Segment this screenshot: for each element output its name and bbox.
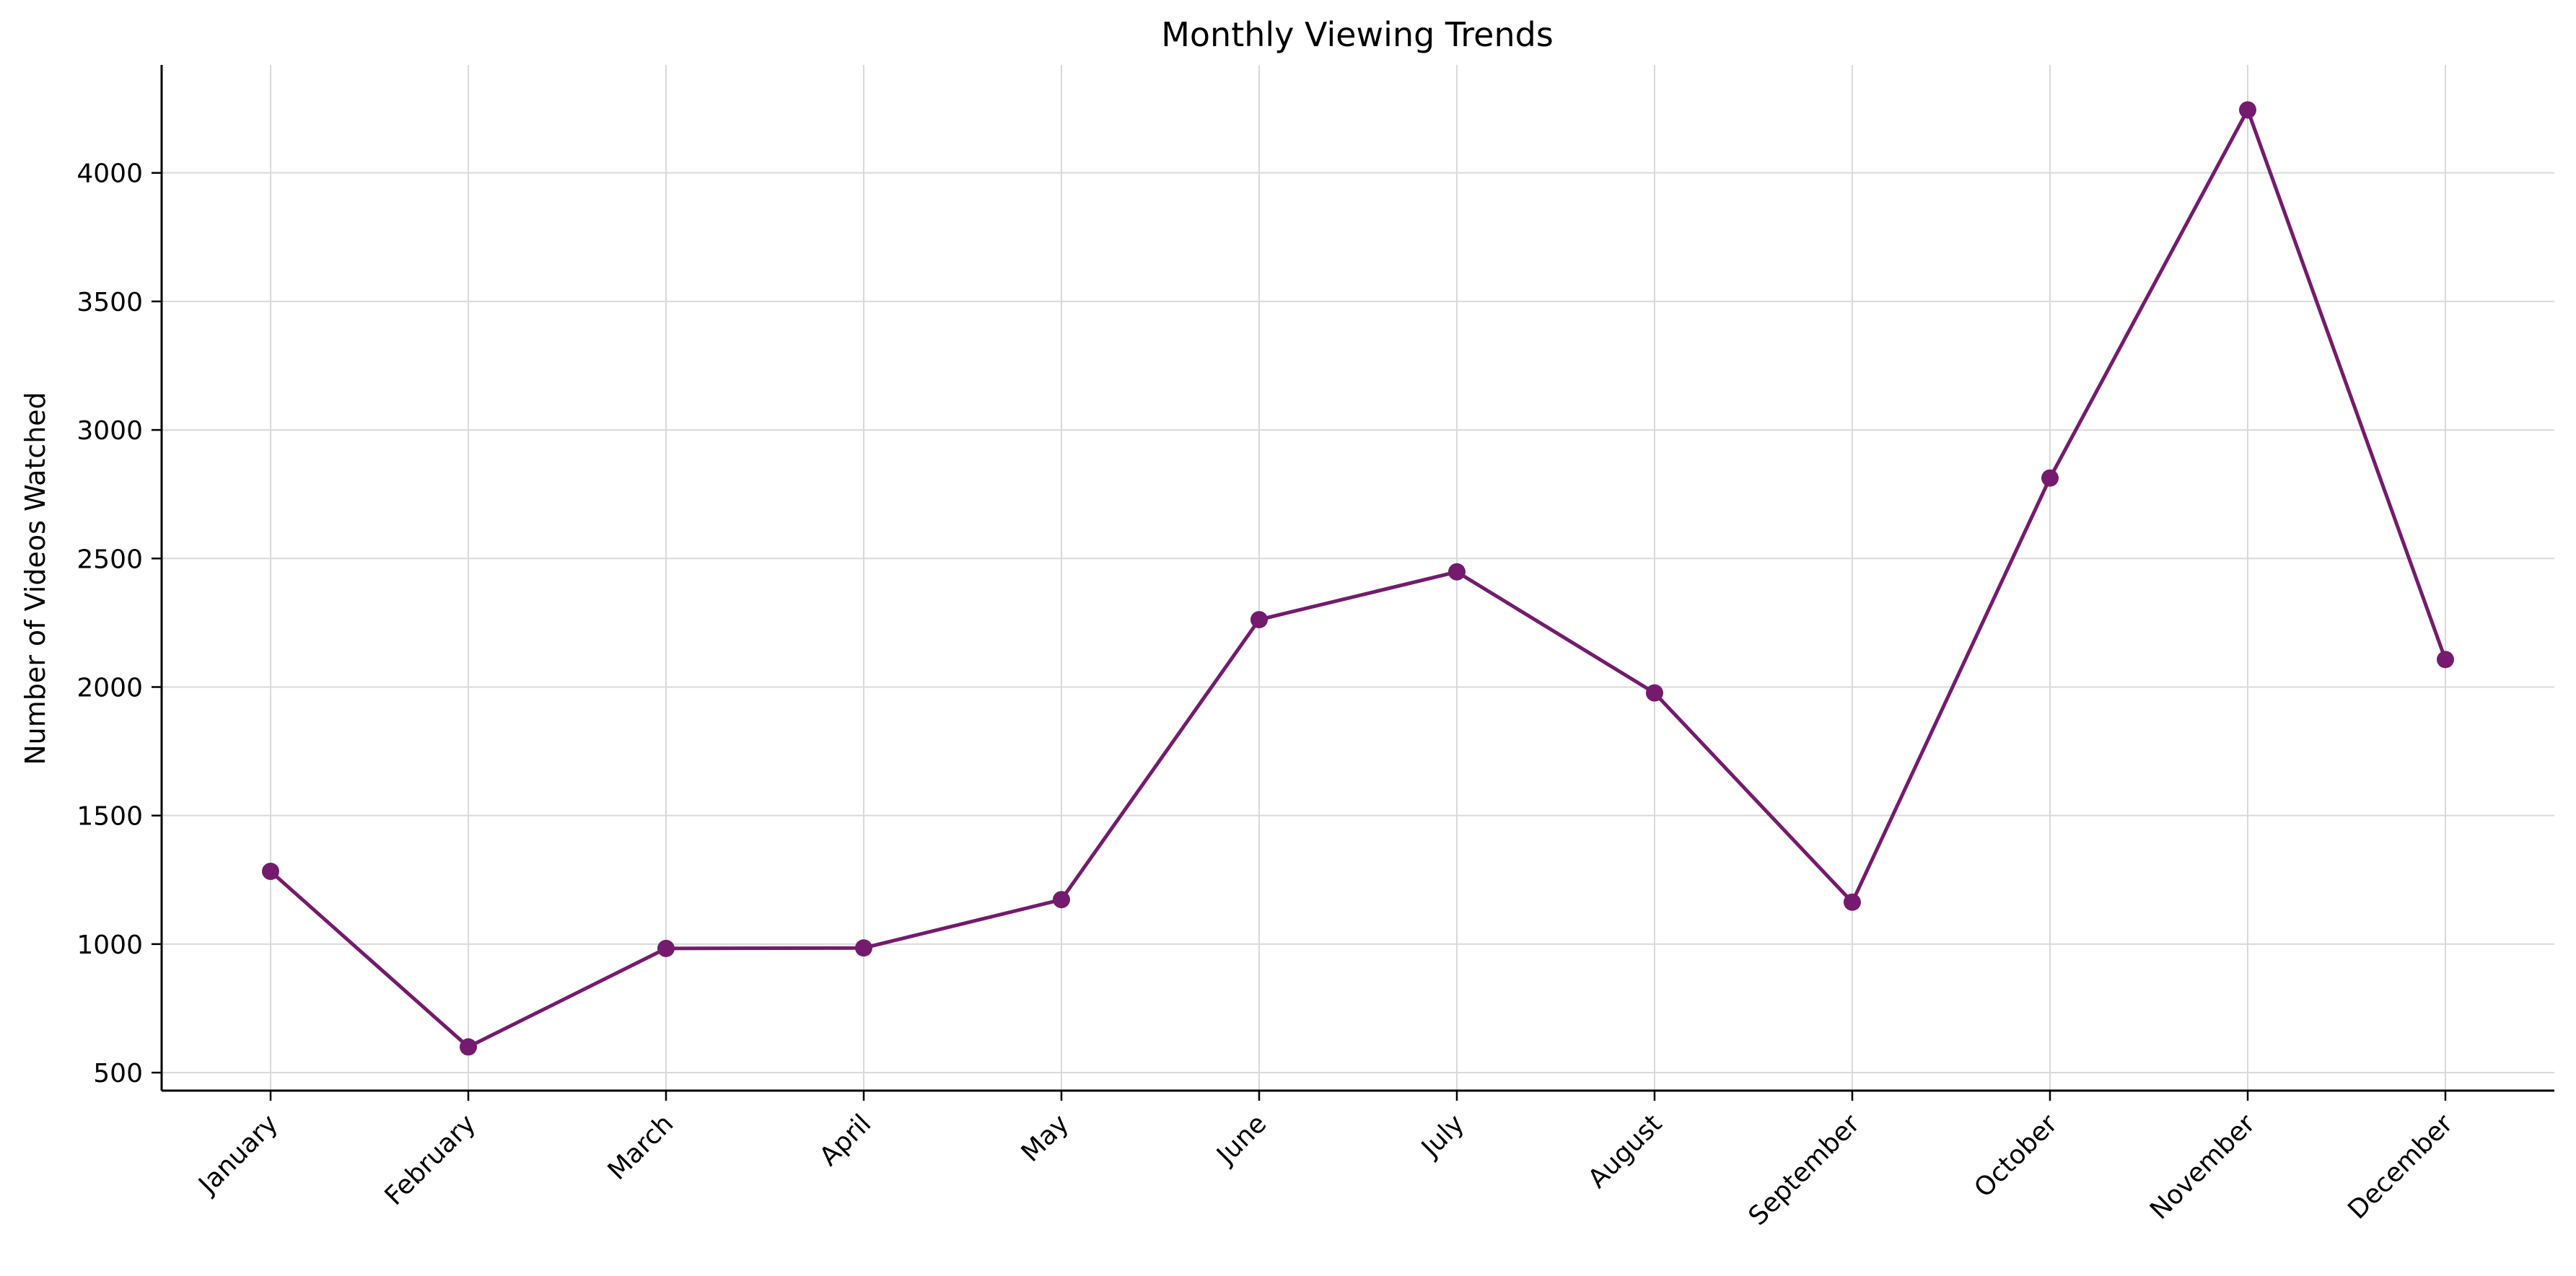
x-tick-label: December <box>2342 1109 2458 1225</box>
x-tick-label: February <box>380 1109 482 1211</box>
x-tick-label: May <box>1016 1109 1075 1168</box>
data-point <box>1646 684 1663 702</box>
x-ticks: January February March April May June July Augu… <box>192 1091 2458 1231</box>
y-axis-label: Number of Videos Watched <box>19 392 51 765</box>
x-tick-label: March <box>603 1109 680 1186</box>
data-point <box>1250 611 1268 629</box>
y-ticks: 500 1000 1500 2000 2500 3000 3500 4000 <box>76 159 162 1088</box>
x-tick-label: July <box>1415 1109 1470 1163</box>
data-point <box>1844 893 1861 911</box>
grid <box>162 65 2554 1091</box>
y-tick-label: 4000 <box>76 159 143 189</box>
data-point <box>460 1038 477 1056</box>
y-tick-label: 1000 <box>76 930 143 960</box>
data-point <box>262 862 279 880</box>
x-tick-label: June <box>1211 1109 1273 1171</box>
y-tick-label: 3500 <box>76 288 143 317</box>
data-point <box>2041 469 2059 487</box>
axes <box>160 65 2554 1092</box>
series-line <box>269 107 2448 1049</box>
y-tick-label: 2500 <box>76 545 143 574</box>
x-tick-label: April <box>814 1109 877 1171</box>
data-point <box>1448 563 1466 581</box>
data-point <box>657 939 675 957</box>
data-point <box>1053 891 1070 909</box>
x-tick-label: August <box>1582 1109 1668 1194</box>
x-tick-label: September <box>1743 1109 1866 1231</box>
series <box>262 101 2454 1056</box>
x-tick-label: October <box>1968 1109 2063 1203</box>
y-tick-label: 2000 <box>76 673 143 703</box>
y-tick-label: 500 <box>93 1059 143 1088</box>
chart-title: Monthly Viewing Trends <box>1161 15 1554 54</box>
x-tick-label: November <box>2145 1109 2261 1226</box>
data-point <box>855 939 872 957</box>
x-tick-label: January <box>192 1109 284 1200</box>
y-tick-label: 3000 <box>76 416 143 446</box>
y-tick-label: 1500 <box>76 802 143 832</box>
data-point <box>2437 651 2454 669</box>
data-point <box>2239 101 2256 119</box>
